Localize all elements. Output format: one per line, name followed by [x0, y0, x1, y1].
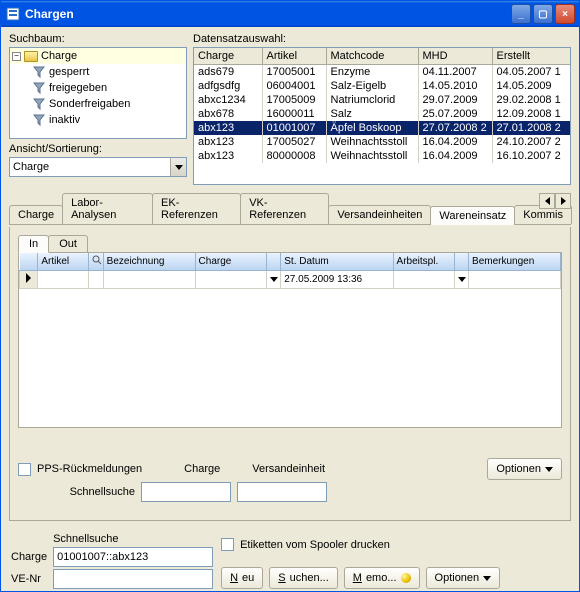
inner-ve-input[interactable]	[237, 482, 327, 502]
funnel-icon	[32, 65, 46, 79]
close-button[interactable]: ×	[555, 4, 575, 24]
tree-item[interactable]: Sonderfreigaben	[10, 96, 186, 112]
inner-optionen-button[interactable]: Optionen	[487, 458, 562, 480]
tabs-scroll	[539, 193, 571, 209]
table-row[interactable]: abx67816000011Salz25.07.200912.09.2008 1	[194, 107, 570, 121]
inner-col-header[interactable]: Bemerkungen	[469, 253, 561, 271]
table-row[interactable]: abx12317005027Weihnachtsstoll16.04.20092…	[194, 135, 570, 149]
footer-charge-input[interactable]	[53, 547, 213, 567]
tree-item[interactable]: gesperrt	[10, 64, 186, 80]
app-icon	[5, 6, 21, 22]
table-row[interactable]: abx12380000008Weihnachtsstoll16.04.20091…	[194, 149, 570, 163]
data-grid[interactable]: ChargeArtikelMatchcodeMHDErstelltads6791…	[193, 47, 571, 185]
tab-labor-analysen[interactable]: Labor-Analysen	[62, 193, 153, 224]
tab-versandeinheiten[interactable]: Versandeinheiten	[328, 205, 431, 224]
subtab-out[interactable]: Out	[48, 235, 88, 253]
grid-col-header[interactable]: Artikel	[262, 48, 326, 65]
tabs-scroll-right[interactable]	[555, 193, 571, 209]
inner-charge-label: Charge	[184, 463, 220, 475]
tabs-scroll-left[interactable]	[539, 193, 555, 209]
table-row[interactable]: abx12301001007Äpfel Boskoop27.07.2008 22…	[194, 121, 570, 135]
schnellsuche-inner-label: Schnellsuche	[18, 486, 135, 498]
sort-combo[interactable]	[9, 157, 187, 177]
footer-ve-input[interactable]	[53, 569, 213, 589]
memo-button[interactable]: Memo...	[344, 567, 420, 589]
search-tree[interactable]: − Charge gesperrt freigegeben Sonderfreiga…	[9, 47, 187, 139]
row-indicator	[20, 271, 38, 289]
neu-button[interactable]: Neu	[221, 567, 263, 589]
minimize-button[interactable]: _	[511, 4, 531, 24]
grid-col-header[interactable]: Charge	[194, 48, 262, 65]
subtab-in[interactable]: In	[18, 235, 49, 253]
sort-combo-dropdown[interactable]	[170, 158, 186, 176]
footer-charge-label: Charge	[11, 551, 47, 563]
tab-wareneinsatz[interactable]: Wareneinsatz	[430, 206, 515, 225]
inner-col-header[interactable]	[454, 253, 468, 271]
cell-dropdown[interactable]	[454, 271, 468, 289]
table-row[interactable]: ads67917005001Enzyme04.11.200704.05.2007…	[194, 65, 570, 80]
inner-col-header[interactable]	[266, 253, 280, 271]
inner-col-header[interactable]: St. Datum	[281, 253, 393, 271]
inner-charge-input[interactable]	[141, 482, 231, 502]
tab-vk-referenzen[interactable]: VK-Referenzen	[240, 193, 329, 224]
inner-col-header[interactable]: Charge	[195, 253, 266, 271]
grid-col-header[interactable]: MHD	[418, 48, 492, 65]
subtabs: InOut	[18, 235, 562, 253]
tree-root[interactable]: − Charge	[10, 48, 186, 64]
tree-root-label: Charge	[41, 50, 77, 62]
inner-col-header[interactable]: Artikel	[38, 253, 89, 271]
inner-col-header[interactable]	[20, 253, 38, 271]
maximize-button[interactable]: ▢	[533, 4, 553, 24]
window: Chargen _ ▢ × Suchbaum: − Charge gesperr…	[0, 0, 580, 592]
tree-item[interactable]: freigegeben	[10, 80, 186, 96]
table-row[interactable]: abxc123417005009Natriumclorid29.07.20092…	[194, 93, 570, 107]
funnel-icon	[32, 81, 46, 95]
footer-ve-label: VE-Nr	[11, 573, 47, 585]
funnel-icon	[32, 97, 46, 111]
window-title: Chargen	[25, 7, 511, 21]
tree-item-label: gesperrt	[49, 66, 89, 78]
titlebar[interactable]: Chargen _ ▢ ×	[1, 1, 579, 27]
pps-label: PPS-Rückmeldungen	[37, 463, 142, 475]
suchen-button[interactable]: Suchen...	[269, 567, 337, 589]
spooler-checkbox[interactable]	[221, 538, 234, 551]
tree-item-label: Sonderfreigaben	[49, 98, 130, 110]
inner-col-header[interactable]: Bezeichnung	[103, 253, 195, 271]
cell-dropdown[interactable]	[266, 271, 280, 289]
sort-combo-input[interactable]	[10, 161, 170, 173]
pps-checkbox[interactable]	[18, 463, 31, 476]
inner-grid[interactable]: Artikel BezeichnungCharge St. DatumArbeits…	[18, 252, 562, 428]
memo-indicator-icon	[401, 573, 411, 583]
tab-panel-wareneinsatz: InOut ArtikelBezeichnungChargeSt. DatumA…	[9, 227, 571, 521]
table-row[interactable]: adfgsdfg06004001Salz-Eigelb14.05.201014.…	[194, 79, 570, 93]
inner-row[interactable]: 27.05.2009 13:36	[20, 271, 561, 289]
schnellsuche-label: Schnellsuche	[53, 533, 213, 545]
tabs-row: ChargeLabor-AnalysenEK-ReferenzenVK-Refe…	[9, 193, 571, 225]
tab-charge[interactable]: Charge	[9, 205, 63, 224]
folder-icon	[24, 49, 38, 63]
tree-item-label: inaktiv	[49, 114, 80, 126]
tree-item-label: freigegeben	[49, 82, 107, 94]
tree-toggle[interactable]: −	[12, 52, 21, 61]
grid-col-header[interactable]: Matchcode	[326, 48, 418, 65]
tab-ek-referenzen[interactable]: EK-Referenzen	[152, 193, 241, 224]
funnel-icon	[32, 113, 46, 127]
inner-col-search[interactable]	[89, 253, 103, 271]
inner-ve-label: Versandeinheit	[252, 463, 325, 475]
data-selection-label: Datensatzauswahl:	[193, 33, 571, 45]
tree-item[interactable]: inaktiv	[10, 112, 186, 128]
search-tree-label: Suchbaum:	[9, 33, 187, 45]
footer-optionen-button[interactable]: Optionen	[426, 567, 501, 589]
view-sort-label: Ansicht/Sortierung:	[9, 143, 187, 155]
spooler-label: Etiketten vom Spooler drucken	[240, 539, 390, 551]
grid-col-header[interactable]: Erstellt	[492, 48, 570, 65]
inner-col-header[interactable]: Arbeitspl.	[393, 253, 454, 271]
